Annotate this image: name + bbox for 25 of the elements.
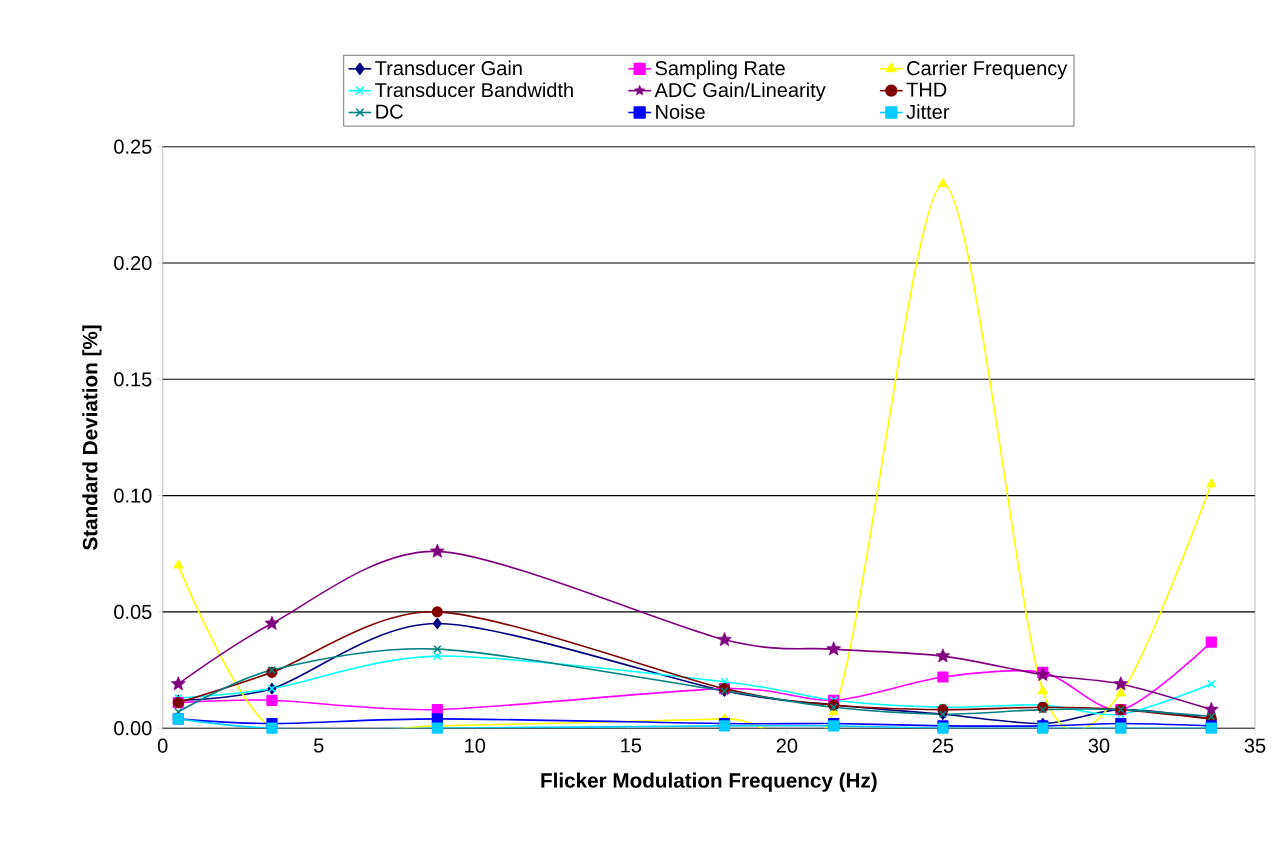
legend-label: Noise [656,104,705,119]
y-axis-title: Standard Deviation [%] [82,325,102,551]
x-tick-label: 0 [157,738,168,753]
x-axis-title: Flicker Modulation Frequency (Hz) [541,772,877,792]
x-tick-label: 25 [932,738,954,753]
y-tick-label: 0.15 [114,372,152,387]
x-tick-label: 15 [621,738,642,753]
legend-label: THD [906,82,947,97]
legend-label: Sampling Rate [655,60,785,80]
x-tick-label: 5 [313,738,324,753]
legend-label: Carrier Frequency [907,60,1068,80]
legend-label: DC [376,104,403,119]
y-tick-label: 0.25 [114,139,152,154]
y-tick-label: 0.00 [114,721,152,736]
x-tick-label: 35 [1244,738,1266,753]
y-tick-label: 0.20 [114,255,152,271]
x-tick-label: 20 [776,738,798,753]
x-tick-label: 10 [465,738,486,753]
x-tick-label: 30 [1088,738,1110,753]
y-tick-label: 0.05 [114,604,152,620]
legend-label: Jitter [906,104,950,119]
legend-label: Transducer Bandwidth [375,82,573,98]
y-tick-label: 0.10 [114,488,152,503]
legend-label: ADC Gain/Linearity [654,82,826,102]
legend-label: Transducer Gain [375,60,522,76]
